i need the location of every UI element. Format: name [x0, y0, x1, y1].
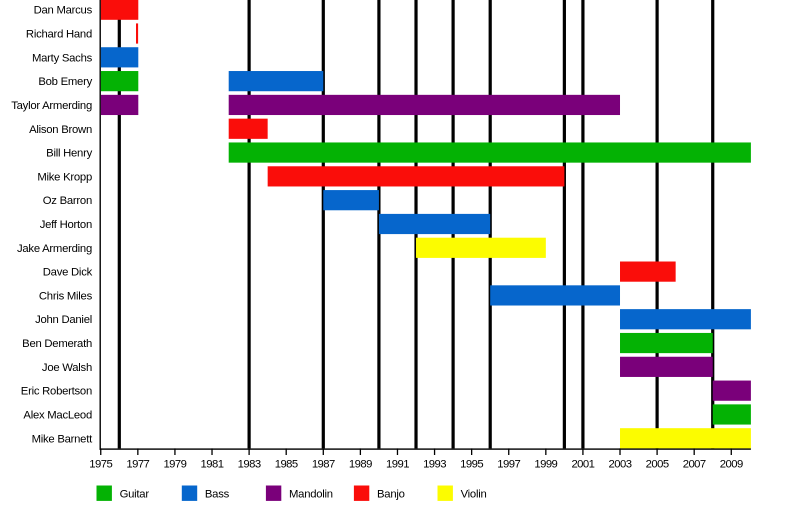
svg-text:Mandolin: Mandolin [289, 488, 333, 500]
svg-text:1979: 1979 [163, 458, 186, 470]
svg-text:Alex MacLeod: Alex MacLeod [23, 409, 92, 421]
svg-text:Banjo: Banjo [377, 488, 405, 500]
svg-text:2001: 2001 [571, 458, 594, 470]
svg-text:1983: 1983 [238, 458, 261, 470]
svg-text:1977: 1977 [126, 458, 149, 470]
svg-text:Oz Barron: Oz Barron [43, 195, 92, 207]
svg-text:1997: 1997 [497, 458, 520, 470]
svg-text:Mike Barnett: Mike Barnett [32, 433, 94, 445]
svg-text:Joe Walsh: Joe Walsh [42, 362, 92, 374]
svg-text:1991: 1991 [386, 458, 409, 470]
svg-text:Guitar: Guitar [120, 488, 150, 500]
svg-text:Jake Armerding: Jake Armerding [17, 243, 92, 255]
svg-text:1989: 1989 [349, 458, 372, 470]
svg-text:Jeff Horton: Jeff Horton [40, 219, 92, 231]
svg-text:Ben Demerath: Ben Demerath [22, 338, 92, 350]
svg-text:Mike Kropp: Mike Kropp [37, 171, 92, 183]
svg-text:1995: 1995 [460, 458, 483, 470]
svg-text:Taylor Armerding: Taylor Armerding [11, 100, 92, 112]
svg-text:2003: 2003 [609, 458, 632, 470]
svg-text:Bob Emery: Bob Emery [38, 76, 92, 88]
svg-text:2005: 2005 [646, 458, 669, 470]
svg-text:Alison Brown: Alison Brown [29, 124, 92, 136]
svg-text:Eric Robertson: Eric Robertson [21, 386, 92, 398]
svg-text:Dan Marcus: Dan Marcus [34, 5, 93, 17]
svg-text:1987: 1987 [312, 458, 335, 470]
svg-text:John Daniel: John Daniel [35, 314, 92, 326]
svg-text:1993: 1993 [423, 458, 446, 470]
svg-text:1975: 1975 [89, 458, 112, 470]
svg-text:Marty Sachs: Marty Sachs [32, 52, 93, 64]
svg-text:Bill Henry: Bill Henry [46, 148, 92, 160]
svg-text:Bass: Bass [205, 488, 230, 500]
svg-text:1985: 1985 [275, 458, 298, 470]
svg-text:Chris Miles: Chris Miles [39, 290, 93, 302]
svg-text:Richard Hand: Richard Hand [26, 29, 92, 41]
svg-text:Violin: Violin [461, 488, 487, 500]
svg-text:1981: 1981 [201, 458, 224, 470]
svg-text:Dave Dick: Dave Dick [43, 267, 93, 279]
svg-text:2007: 2007 [683, 458, 706, 470]
svg-text:1999: 1999 [534, 458, 557, 470]
svg-text:2009: 2009 [720, 458, 743, 470]
